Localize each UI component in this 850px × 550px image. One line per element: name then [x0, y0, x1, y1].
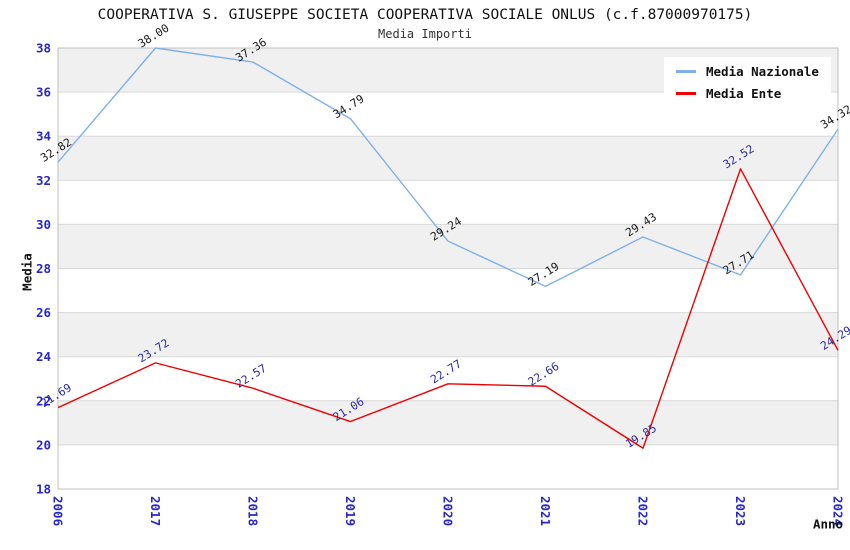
- y-tick-label: 34: [36, 129, 51, 144]
- plot-border: [57, 47, 839, 490]
- y-tick-label: 24: [36, 349, 51, 364]
- legend: Media Nazionale Media Ente: [664, 57, 831, 110]
- y-tick-label: 28: [36, 261, 51, 276]
- x-tick-label: 2021: [538, 496, 553, 526]
- x-tick-label: 2020: [441, 496, 456, 526]
- legend-item-media-ente: Media Ente: [676, 86, 819, 101]
- y-tick-label: 22: [36, 393, 51, 408]
- y-tick-label: 36: [36, 85, 51, 100]
- y-tick-label: 18: [36, 482, 51, 497]
- legend-line-sample-nazionale-icon: [676, 70, 696, 73]
- legend-item-media-nazionale: Media Nazionale: [676, 64, 819, 79]
- legend-label-ente: Media Ente: [706, 86, 782, 101]
- y-tick-label: 20: [36, 437, 51, 452]
- plot-band: [58, 444, 838, 489]
- x-tick-label: 2018: [246, 496, 261, 526]
- x-tick-label: 2006: [51, 496, 66, 526]
- x-tick-label: 2022: [636, 496, 651, 526]
- series-line: [57, 168, 839, 449]
- x-tick-label: 2019: [343, 496, 358, 526]
- chart-title: COOPERATIVA S. GIUSEPPE SOCIETA COOPERAT…: [97, 7, 753, 23]
- legend-line-sample-ente-icon: [676, 92, 696, 95]
- y-tick-label: 26: [36, 305, 51, 320]
- chart-subtitle: Media Importi: [378, 27, 472, 41]
- legend-label-nazionale: Media Nazionale: [706, 64, 819, 79]
- plot-band: [58, 312, 838, 357]
- x-axis-title: Anno: [812, 516, 844, 532]
- plot-band: [58, 180, 838, 225]
- plot-band: [58, 136, 838, 181]
- x-tick-label: 2017: [148, 496, 163, 526]
- y-axis-title: Media: [19, 253, 35, 291]
- x-tick-label: 2024: [831, 496, 846, 526]
- y-tick-label: 38: [36, 41, 51, 56]
- plot-band: [58, 268, 838, 313]
- plot-band: [58, 356, 838, 401]
- x-tick-label: 2023: [733, 496, 748, 526]
- y-tick-label: 32: [36, 173, 51, 188]
- y-tick-label: 30: [36, 217, 51, 232]
- plot-band: [58, 400, 838, 445]
